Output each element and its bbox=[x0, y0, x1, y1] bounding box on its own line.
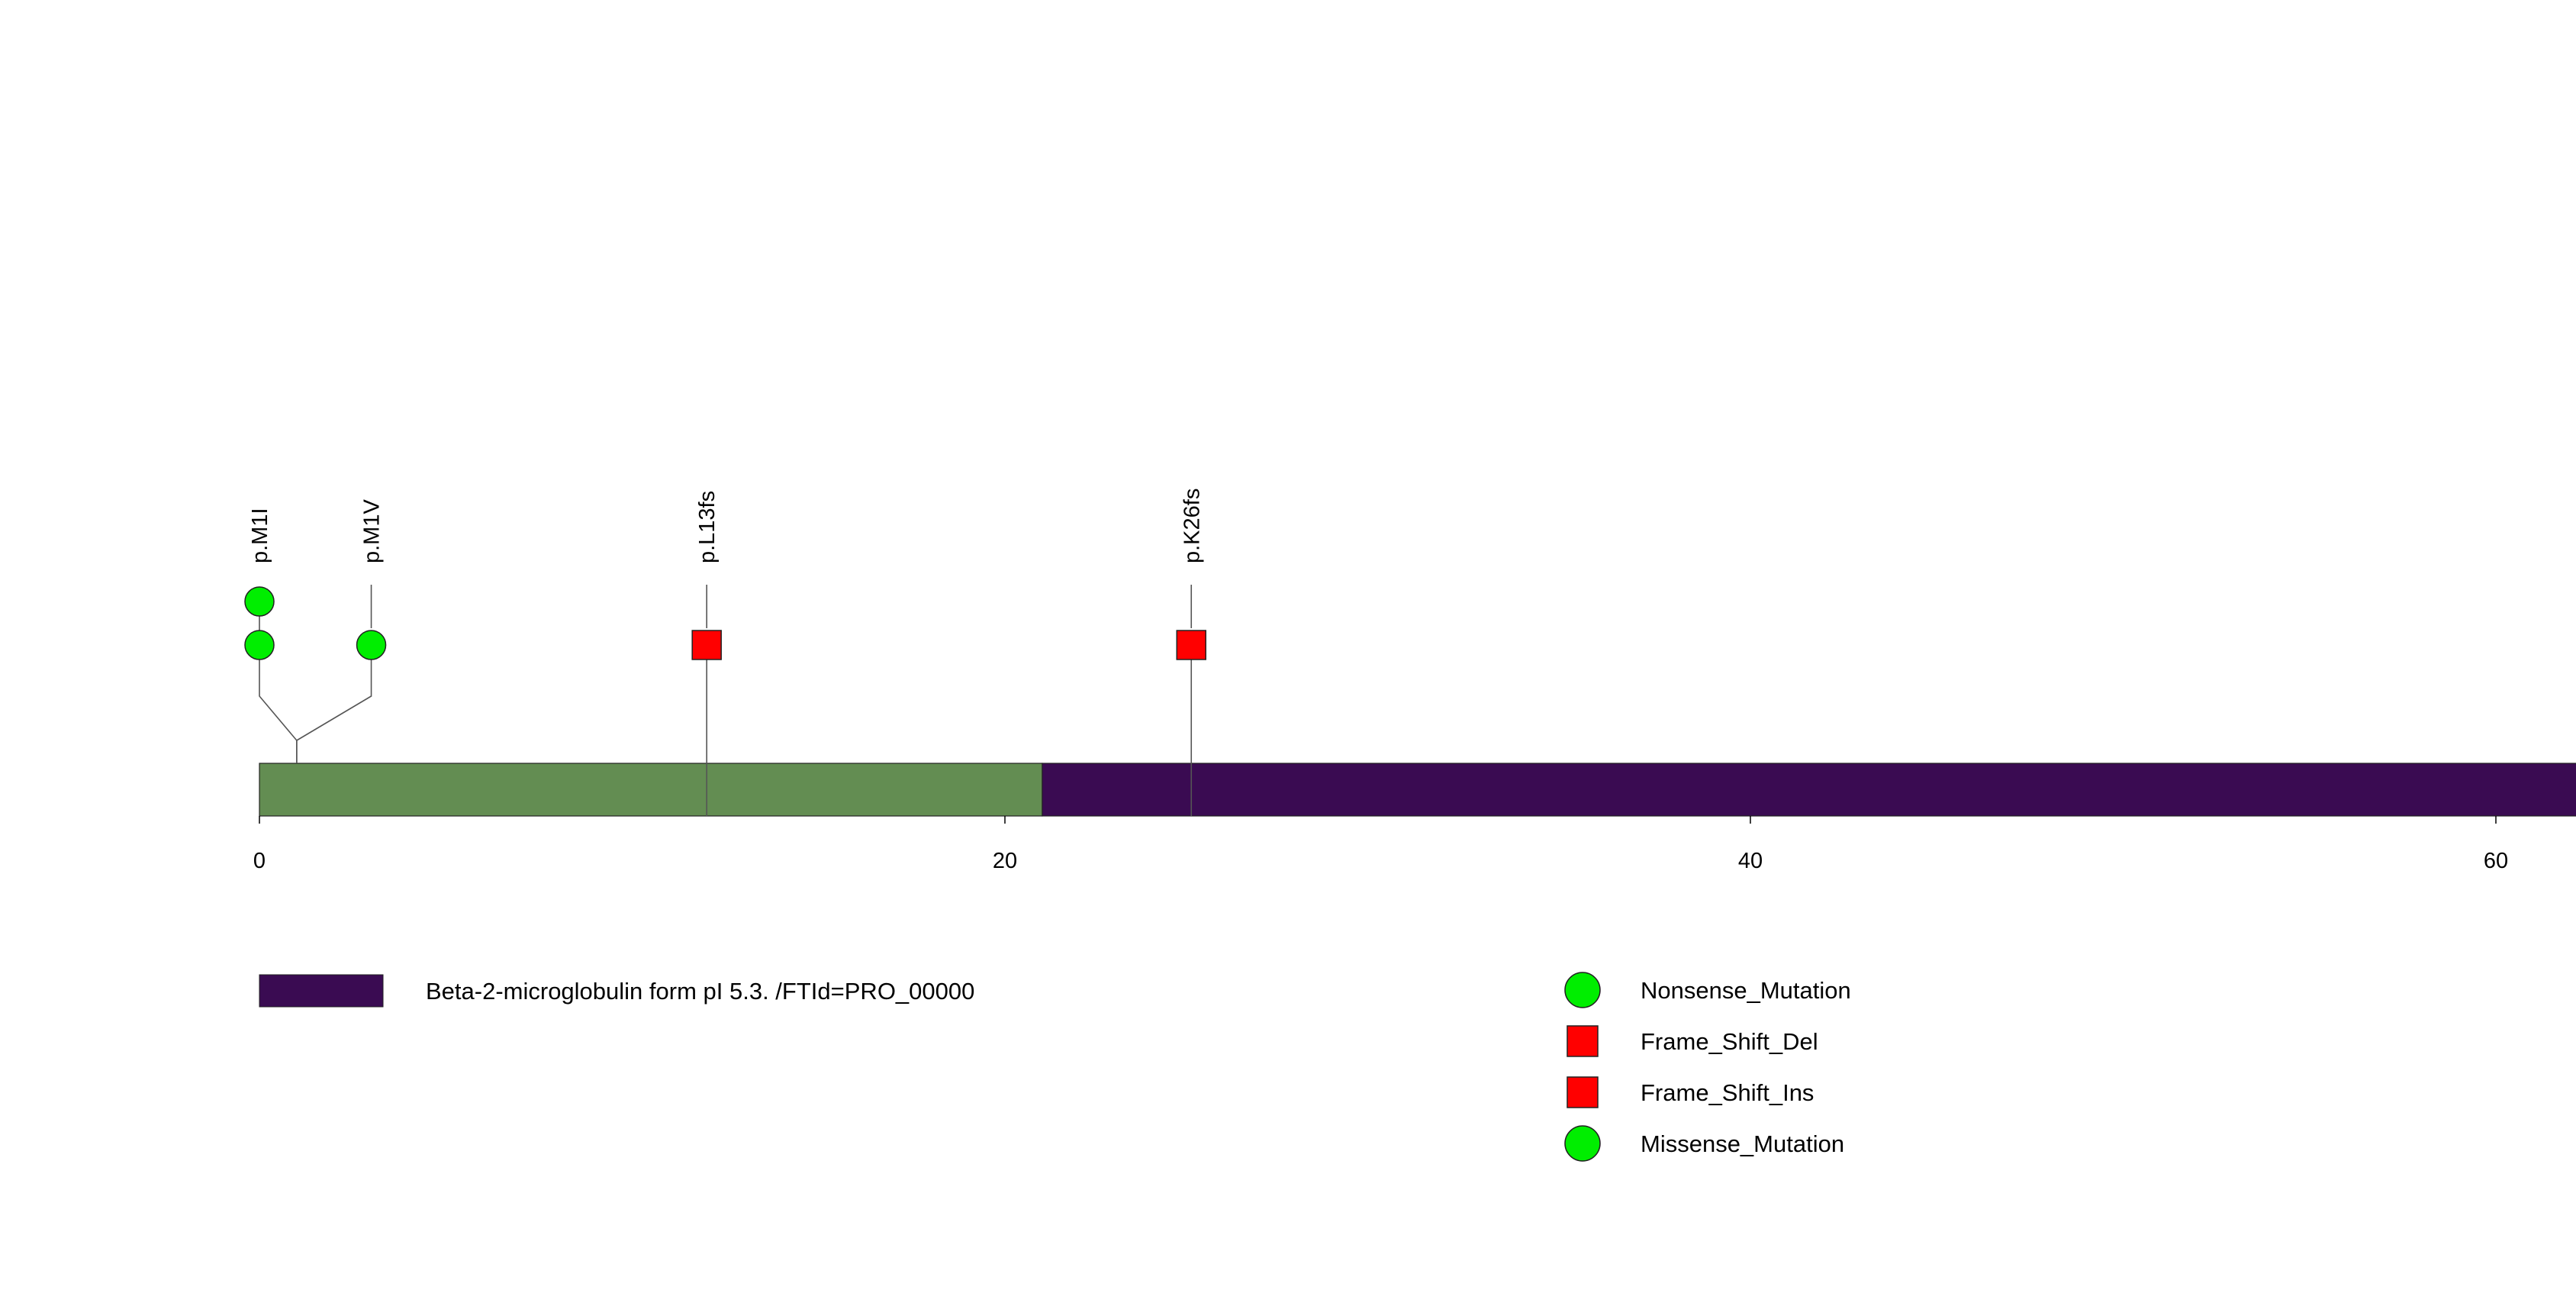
domain-legend: Beta-2-microglobulin form pI 5.3. /FTId=… bbox=[259, 974, 974, 1008]
mutation-pL13fs: p.L13fs bbox=[691, 491, 722, 816]
legend-mutation-label: Frame_Shift_Del bbox=[1641, 1028, 1818, 1055]
legend-square-icon bbox=[1567, 1076, 1599, 1108]
mutation-label: p.M1V bbox=[360, 499, 385, 563]
legend-circle-icon bbox=[1564, 1125, 1601, 1162]
mutation-marker bbox=[244, 586, 275, 617]
legend-item-frame-shift-ins: Frame_Shift_Ins bbox=[1567, 1076, 1814, 1108]
legend-circle-icon bbox=[1564, 972, 1601, 1008]
lollipop-stem bbox=[259, 601, 298, 763]
legend-item-frame-shift-del: Frame_Shift_Del bbox=[1567, 1025, 1818, 1057]
legend-domain-label: Beta-2-microglobulin form pI 5.3. /FTId=… bbox=[426, 978, 974, 1005]
x-tick-label: 20 bbox=[993, 849, 1017, 873]
x-axis: 020406080100 bbox=[253, 816, 2508, 873]
mutation-marker bbox=[1176, 630, 1206, 660]
mutation-label: p.L13fs bbox=[695, 491, 720, 563]
mutation-pK26fs: p.K26fs bbox=[1176, 489, 1206, 816]
protein-track bbox=[259, 763, 2576, 817]
mutation-pM1V: p.M1V bbox=[296, 499, 387, 763]
mutation-label: p.K26fs bbox=[1180, 489, 1204, 563]
legend-item-missense-mutation: Missense_Mutation bbox=[1564, 1125, 1844, 1162]
mutation-legend: Nonsense_Mutation Frame_Shift_Del Frame_Sh… bbox=[1564, 972, 1851, 1162]
legend-mutation-label: Frame_Shift_Ins bbox=[1641, 1079, 1814, 1106]
mutation-marker bbox=[356, 630, 387, 660]
mutation-label: p.M1I bbox=[248, 508, 272, 563]
legend-square-icon bbox=[1567, 1025, 1599, 1057]
legend-mutation-label: Nonsense_Mutation bbox=[1641, 977, 1851, 1004]
protein-region-1 bbox=[1042, 763, 2576, 817]
mutation-marker bbox=[244, 630, 275, 660]
mutation-marker bbox=[691, 630, 722, 660]
legend-domain-swatch bbox=[259, 974, 384, 1008]
x-tick-label: 60 bbox=[2484, 849, 2508, 873]
protein-region-2 bbox=[259, 763, 1043, 817]
legend-item-nonsense-mutation: Nonsense_Mutation bbox=[1564, 972, 1851, 1008]
x-tick-label: 40 bbox=[1738, 849, 1763, 873]
mutation-pM1I: p.M1I bbox=[244, 508, 298, 763]
lollipop-stem bbox=[296, 645, 372, 763]
x-tick-label: 0 bbox=[253, 849, 266, 873]
legend-mutation-label: Missense_Mutation bbox=[1641, 1130, 1844, 1157]
